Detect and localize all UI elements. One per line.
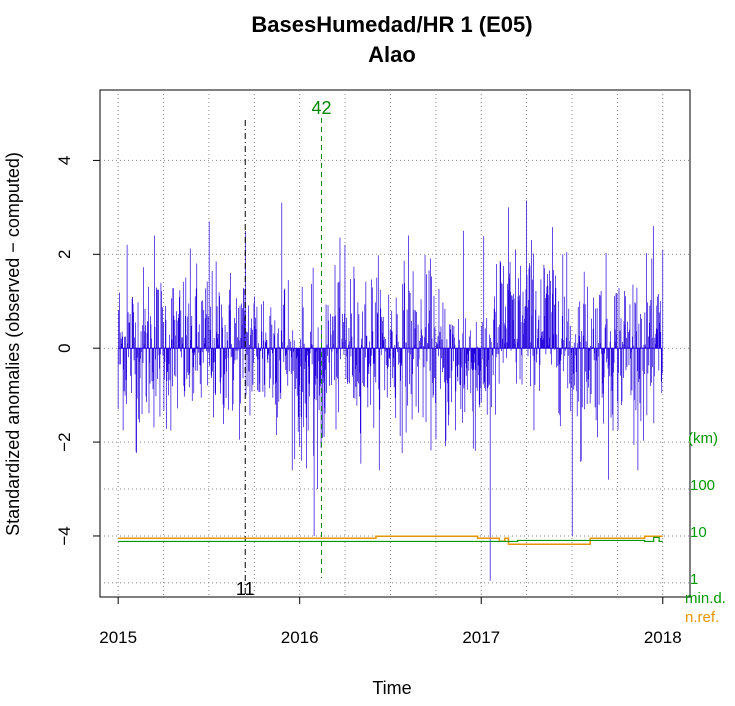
y-tick-label: −4	[55, 526, 74, 545]
chart-subtitle: Alao	[368, 42, 416, 67]
n-ref-line	[118, 535, 663, 546]
km-tick-label: 10	[690, 524, 707, 541]
min-d-label: min.d.	[685, 590, 726, 607]
x-axis: 2015 2016 2017 2018	[99, 596, 682, 647]
x-tick-label: 2018	[644, 628, 682, 647]
grid-lines	[100, 90, 690, 597]
chart-title: BasesHumedad/HR 1 (E05)	[251, 12, 532, 37]
vertical-markers: 11 42	[236, 98, 332, 599]
km-tick-label: 1	[690, 571, 698, 588]
x-axis-label: Time	[372, 678, 411, 698]
y-tick-label: 2	[55, 250, 74, 259]
km-tick-label: 100	[690, 477, 715, 494]
km-label: (km)	[688, 430, 718, 447]
y-axis: −4 −2 0 2 4	[55, 156, 100, 546]
x-tick-label: 2017	[462, 628, 500, 647]
y-tick-label: −2	[55, 432, 74, 451]
n-ref-label: n.ref.	[685, 609, 719, 626]
right-axis: (km) 100 10 1 min.d. n.ref.	[685, 430, 726, 626]
marker-label: 11	[236, 579, 255, 599]
distance-lines	[118, 535, 663, 546]
x-tick-label: 2016	[281, 628, 319, 647]
y-tick-label: 0	[55, 343, 74, 352]
y-axis-label: Standardized anomalies (observed − compu…	[3, 152, 23, 536]
marker-label: 42	[311, 98, 331, 118]
y-tick-label: 4	[55, 156, 74, 165]
x-tick-label: 2015	[99, 628, 137, 647]
min-d-line	[118, 536, 663, 543]
